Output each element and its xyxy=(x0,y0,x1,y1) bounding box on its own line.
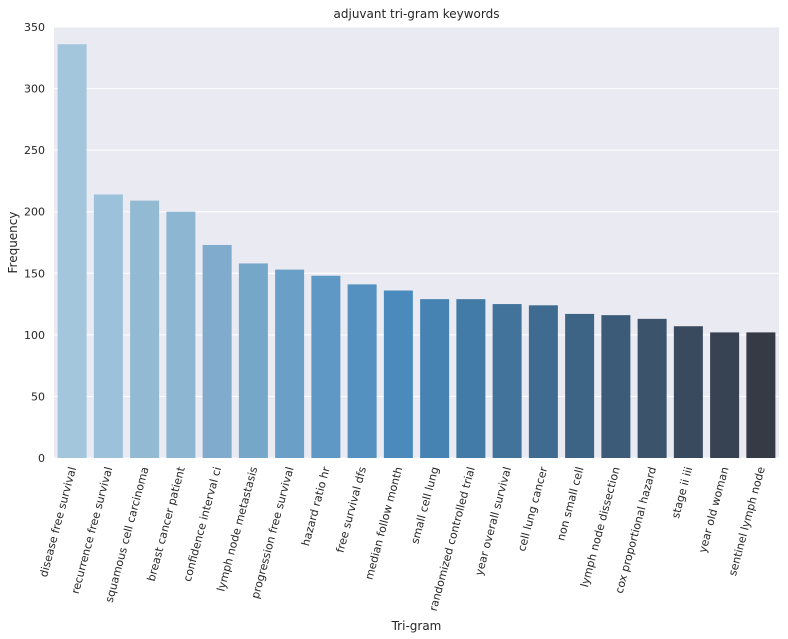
x-tick-label: breast cancer patient xyxy=(145,465,188,583)
x-tick-label: confidence interval ci xyxy=(181,465,224,583)
bar xyxy=(275,269,305,458)
bar xyxy=(166,211,196,458)
x-tick-label: cox proportional hazard xyxy=(613,465,659,594)
x-tick-label: lymph node dissection xyxy=(578,465,623,588)
bar xyxy=(420,299,450,458)
bar xyxy=(456,299,486,458)
x-tick-label: hazard ratio hr xyxy=(299,465,333,547)
x-tick-label: progression free survival xyxy=(249,465,297,600)
bar xyxy=(492,304,522,458)
chart-title: adjuvant tri-gram keywords xyxy=(334,7,500,21)
bar xyxy=(637,318,667,458)
x-tick-label: stage ii iii xyxy=(669,465,695,519)
y-axis-label: Frequency xyxy=(6,212,20,274)
y-tick-label: 200 xyxy=(24,206,45,219)
y-tick-label: 150 xyxy=(24,267,45,280)
plot-area xyxy=(54,27,779,458)
x-axis-label: Tri-gram xyxy=(391,619,442,633)
x-tick-label: median follow month xyxy=(363,465,406,581)
bar xyxy=(130,200,160,459)
bar xyxy=(347,284,377,458)
bars xyxy=(57,44,776,459)
x-tick-label: small cell lung xyxy=(408,465,441,545)
bar xyxy=(673,326,703,458)
x-tick-label: lymph node metastasis xyxy=(214,465,260,593)
x-tick-label: recurrence free survival xyxy=(69,465,115,595)
x-tick-label: disease free survival xyxy=(37,465,79,578)
y-tick-label: 250 xyxy=(24,144,45,157)
x-tick-label: free survival dfs xyxy=(334,465,369,554)
y-tick-label: 350 xyxy=(24,21,45,34)
bar xyxy=(202,244,232,458)
bar xyxy=(311,275,341,458)
y-tick-label: 100 xyxy=(24,329,45,342)
bar xyxy=(601,315,631,458)
x-tick-label: cell lung cancer xyxy=(515,465,550,553)
x-tick-label: non small cell xyxy=(554,465,586,542)
x-tick-label: year overall survival xyxy=(472,465,514,577)
bar xyxy=(528,305,558,458)
y-tick-label: 50 xyxy=(31,390,45,403)
bar xyxy=(93,194,123,458)
x-tick-label: year old woman xyxy=(696,465,731,554)
bar xyxy=(238,263,268,458)
y-tick-label: 0 xyxy=(38,452,45,465)
bar xyxy=(710,332,740,458)
x-tick-label: sentinel lymph node xyxy=(726,465,768,577)
bar xyxy=(565,313,595,458)
bar xyxy=(383,290,413,458)
bar xyxy=(57,44,87,459)
bar xyxy=(746,332,776,458)
y-tick-labels: 0 50 100 150 200 250 300 350 xyxy=(24,21,45,465)
y-tick-label: 300 xyxy=(24,83,45,96)
